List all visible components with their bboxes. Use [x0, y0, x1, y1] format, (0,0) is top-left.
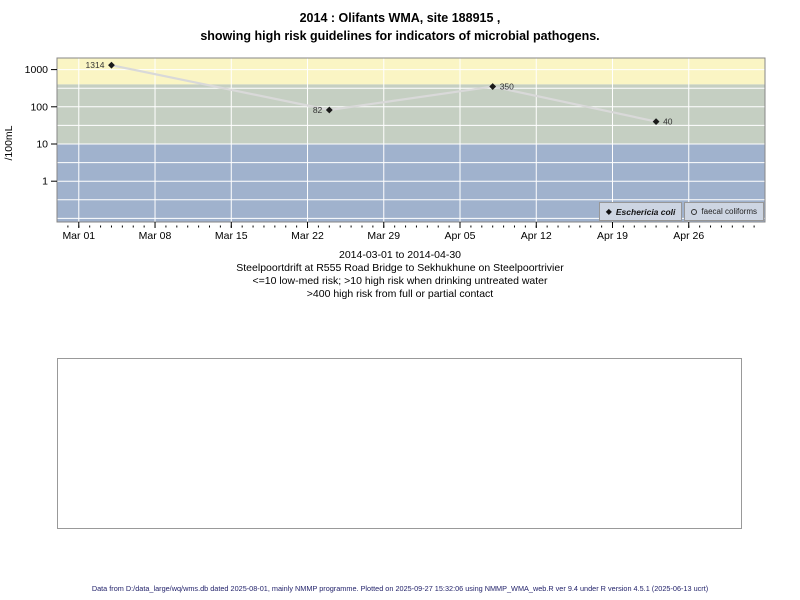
- legend-label-ecoli: Eschericia coli: [615, 206, 676, 217]
- subtitle-risk-guideline-2: >400 high risk from full or partial cont…: [306, 288, 494, 300]
- subtitle-site-description: Steelpoortdrift at R555 Road Bridge to S…: [236, 262, 564, 274]
- x-tick-label: Mar 15: [215, 230, 248, 242]
- x-tick-label: Apr 12: [521, 230, 552, 242]
- subtitle-date-range: 2014-03-01 to 2014-04-30: [338, 249, 461, 261]
- data-point-label: 1314: [86, 60, 105, 70]
- band-high-risk-full-partial-contact: [57, 58, 765, 85]
- panel-border: [56, 57, 766, 223]
- chart-legend: ◆ Eschericia coli faecal coliforms: [598, 202, 764, 221]
- y-tick-label: 1000: [25, 64, 49, 76]
- subtitle-risk-guideline-1: <=10 low-med risk; >10 high risk when dr…: [252, 275, 548, 287]
- x-tick-label: Apr 19: [597, 230, 628, 242]
- legend-entry-ecoli: ◆ Eschericia coli: [598, 202, 683, 221]
- footer-provenance-text: Data from D:/data_large/wq/wms.db dated …: [91, 584, 709, 593]
- microbial-pathogens-chart: 1 10 100 1000 Mar 01 Mar 08 Mar 15 Mar 22 Mar 29…: [25, 57, 766, 242]
- chart-title: 2014 : Olifants WMA, site 188915 , showi…: [0, 9, 800, 45]
- ecoli-series-line: [110, 64, 658, 123]
- x-tick-label: Mar 01: [62, 230, 95, 242]
- legend-entry-faecal-coliforms: faecal coliforms: [684, 202, 764, 221]
- data-point-marker: [652, 118, 660, 125]
- data-point-label: 350: [500, 82, 514, 92]
- open-circle-icon: [691, 208, 698, 215]
- x-tick-label: Mar 08: [139, 230, 172, 242]
- data-point-marker: [325, 106, 333, 114]
- x-tick-label: Mar 29: [367, 230, 400, 242]
- data-point-label: 82: [313, 105, 323, 115]
- y-tick-label: 1: [42, 176, 48, 188]
- empty-second-panel: [57, 358, 742, 529]
- filled-diamond-icon: ◆: [605, 206, 612, 216]
- x-tick-label: Apr 26: [673, 230, 704, 242]
- data-point-label: 40: [663, 117, 673, 127]
- x-tick-label: Mar 22: [291, 230, 324, 242]
- chart-subtitle: 2014-03-01 to 2014-04-30 Steelpoortdrift…: [0, 249, 800, 301]
- data-point-marker: [489, 83, 497, 90]
- x-tick-label: Apr 05: [445, 230, 476, 242]
- legend-label-faecal-coliforms: faecal coliforms: [701, 207, 757, 216]
- y-tick-label: 100: [30, 101, 48, 113]
- data-point-marker: [108, 61, 115, 69]
- y-tick-label: 10: [36, 138, 48, 150]
- chart-title-line2: showing high risk guidelines for indicat…: [200, 29, 600, 43]
- chart-title-line1: 2014 : Olifants WMA, site 188915 ,: [299, 11, 501, 25]
- band-high-risk-drinking-untreated: [57, 84, 765, 144]
- y-axis-label: /100mL: [3, 125, 15, 161]
